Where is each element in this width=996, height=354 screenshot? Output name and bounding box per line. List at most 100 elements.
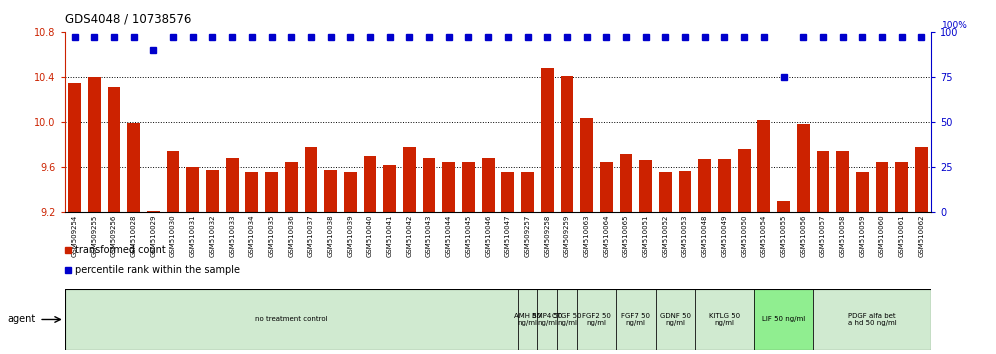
Bar <box>265 172 278 354</box>
Text: GSM510036: GSM510036 <box>288 215 294 257</box>
Text: BMP4 50
ng/ml: BMP4 50 ng/ml <box>532 313 563 326</box>
Text: AMH 50
ng/ml: AMH 50 ng/ml <box>514 313 541 326</box>
Bar <box>557 289 577 350</box>
Bar <box>581 118 593 354</box>
Bar <box>325 170 337 354</box>
Text: GSM510035: GSM510035 <box>269 215 275 257</box>
Bar <box>655 289 695 350</box>
Bar <box>813 289 931 350</box>
Text: transformed count: transformed count <box>75 245 165 255</box>
Bar <box>245 172 258 354</box>
Bar <box>758 120 770 354</box>
Text: GSM510062: GSM510062 <box>918 215 924 257</box>
Bar <box>698 159 711 354</box>
Bar <box>147 211 159 354</box>
Bar <box>538 289 557 350</box>
Bar <box>166 152 179 354</box>
Bar <box>600 162 613 354</box>
Bar <box>68 82 81 354</box>
Bar <box>364 156 376 354</box>
Bar <box>88 77 101 354</box>
Bar <box>65 289 518 350</box>
Bar <box>895 162 908 354</box>
Bar <box>108 87 121 354</box>
Text: GSM510051: GSM510051 <box>642 215 648 257</box>
Text: GSM510033: GSM510033 <box>229 215 235 257</box>
Bar <box>206 170 219 354</box>
Text: GSM510061: GSM510061 <box>898 215 904 257</box>
Bar <box>442 162 455 354</box>
Bar <box>695 289 754 350</box>
Bar <box>718 159 731 354</box>
Bar <box>777 201 790 354</box>
Bar <box>617 289 655 350</box>
Text: GSM510052: GSM510052 <box>662 215 668 257</box>
Bar <box>383 165 396 354</box>
Text: GSM510037: GSM510037 <box>308 215 314 257</box>
Text: GSM510044: GSM510044 <box>446 215 452 257</box>
Bar <box>422 158 435 354</box>
Bar <box>403 147 415 354</box>
Bar <box>738 149 751 354</box>
Text: PDGF alfa bet
a hd 50 ng/ml: PDGF alfa bet a hd 50 ng/ml <box>848 313 896 326</box>
Bar <box>226 158 238 354</box>
Text: GSM509257: GSM509257 <box>525 215 531 257</box>
Text: GSM510034: GSM510034 <box>249 215 255 257</box>
Text: GSM509258: GSM509258 <box>544 215 550 257</box>
Bar <box>541 68 554 354</box>
Bar <box>186 167 199 354</box>
Text: GSM510039: GSM510039 <box>348 215 354 257</box>
Text: FGF7 50
ng/ml: FGF7 50 ng/ml <box>622 313 650 326</box>
Bar <box>501 172 514 354</box>
Text: GSM510040: GSM510040 <box>367 215 373 257</box>
Bar <box>915 147 928 354</box>
Text: GSM510058: GSM510058 <box>840 215 846 257</box>
Bar <box>754 289 813 350</box>
Text: 100%: 100% <box>941 21 967 30</box>
Bar <box>659 172 671 354</box>
Bar <box>305 147 318 354</box>
Bar <box>462 162 475 354</box>
Text: CTGF 50
ng/ml: CTGF 50 ng/ml <box>552 313 582 326</box>
Text: GSM510043: GSM510043 <box>426 215 432 257</box>
Bar <box>797 124 810 354</box>
Text: GSM510065: GSM510065 <box>623 215 629 257</box>
Text: GSM509256: GSM509256 <box>111 215 117 257</box>
Text: GSM510059: GSM510059 <box>860 215 866 257</box>
Bar <box>875 162 888 354</box>
Text: GSM510038: GSM510038 <box>328 215 334 257</box>
Text: GSM510045: GSM510045 <box>465 215 471 257</box>
Text: GSM510060: GSM510060 <box>879 215 885 257</box>
Text: GSM510046: GSM510046 <box>485 215 491 257</box>
Text: GSM510053: GSM510053 <box>682 215 688 257</box>
Text: GSM510054: GSM510054 <box>761 215 767 257</box>
Text: GSM510049: GSM510049 <box>721 215 727 257</box>
Text: GSM510029: GSM510029 <box>150 215 156 257</box>
Text: GSM510064: GSM510064 <box>604 215 610 257</box>
Text: GSM510031: GSM510031 <box>190 215 196 257</box>
Text: GSM510056: GSM510056 <box>800 215 806 257</box>
Bar <box>856 172 869 354</box>
Bar <box>678 171 691 354</box>
Text: GDNF 50
ng/ml: GDNF 50 ng/ml <box>659 313 691 326</box>
Text: percentile rank within the sample: percentile rank within the sample <box>75 265 240 275</box>
Text: GSM510050: GSM510050 <box>741 215 747 257</box>
Text: FGF2 50
ng/ml: FGF2 50 ng/ml <box>582 313 611 326</box>
Text: GSM510057: GSM510057 <box>820 215 826 257</box>
Text: GSM510042: GSM510042 <box>406 215 412 257</box>
Text: GSM510047: GSM510047 <box>505 215 511 257</box>
Bar <box>518 289 538 350</box>
Bar <box>285 162 298 354</box>
Text: GSM510041: GSM510041 <box>386 215 392 257</box>
Text: GSM510048: GSM510048 <box>702 215 708 257</box>
Text: GSM510055: GSM510055 <box>781 215 787 257</box>
Bar <box>521 172 534 354</box>
Text: GSM509259: GSM509259 <box>564 215 570 257</box>
Bar <box>817 152 830 354</box>
Text: KITLG 50
ng/ml: KITLG 50 ng/ml <box>709 313 740 326</box>
Text: agent: agent <box>7 314 35 325</box>
Bar <box>482 158 495 354</box>
Text: GSM509255: GSM509255 <box>92 215 98 257</box>
Bar <box>127 123 140 354</box>
Bar <box>620 154 632 354</box>
